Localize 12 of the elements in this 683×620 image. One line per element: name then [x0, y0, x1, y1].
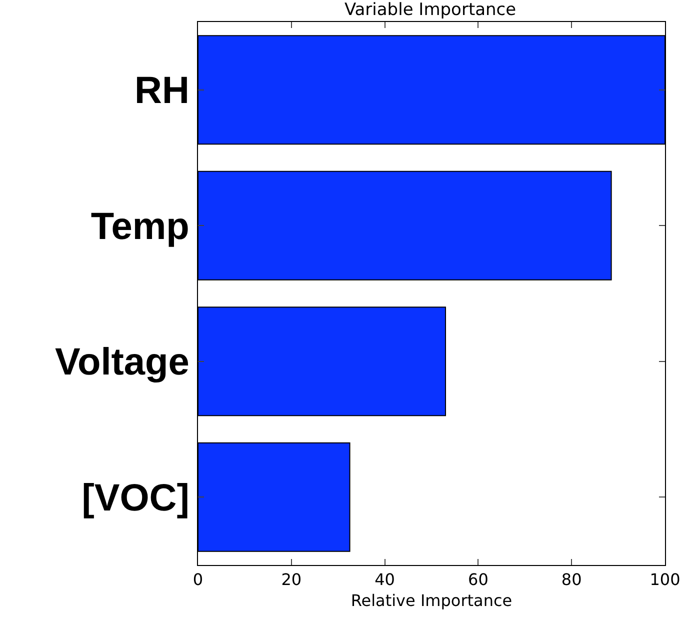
x-tick-label: 100 — [650, 570, 680, 590]
y-tick-label: [VOC] — [82, 477, 190, 520]
x-tick-label: 60 — [468, 570, 488, 590]
x-tick-label: 0 — [192, 570, 204, 590]
chart-title: Variable Importance — [344, 0, 516, 20]
x-axis-title: Relative Importance — [350, 590, 512, 610]
x-tick-label: 80 — [561, 570, 582, 590]
y-tick-label: Temp — [90, 206, 190, 248]
x-tick-label: 20 — [281, 570, 302, 590]
x-tick-label: 40 — [374, 570, 395, 590]
y-tick-label: Voltage — [54, 342, 190, 384]
y-tick-label: RH — [134, 70, 190, 112]
